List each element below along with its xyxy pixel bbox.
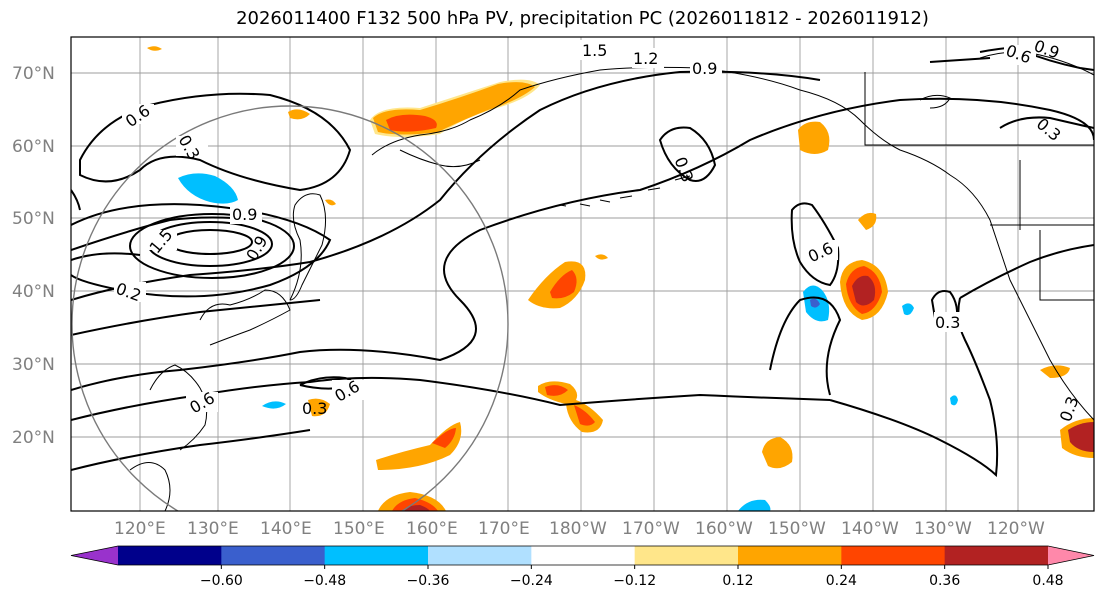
colorbar-segment (428, 546, 532, 565)
colorbar-segment (634, 546, 739, 565)
colorbar-segment (531, 546, 636, 565)
colorbar-tick-label: −0.60 (200, 573, 243, 589)
colorbar-segment (841, 546, 946, 565)
pv-label: 1.2 (633, 49, 658, 68)
lat-label: 60°N (12, 137, 55, 157)
lon-label: 180°W (549, 519, 607, 539)
lat-label: 30°N (12, 355, 55, 375)
colorbar-tick-label: −0.12 (613, 573, 656, 589)
colorbar-segment (221, 546, 326, 565)
lon-label: 160°E (406, 519, 458, 539)
lon-label: 150°E (333, 519, 385, 539)
pv-label: 1.5 (582, 41, 607, 60)
colorbar-segment (738, 546, 842, 565)
colorbar-extend-high (1048, 546, 1094, 565)
colorbar-tick-label: 0.48 (1032, 573, 1063, 589)
colorbar-extend-low (71, 546, 118, 565)
pv-label: 0.3 (302, 399, 327, 418)
range-ring (71, 105, 509, 511)
lon-label: 130°W (914, 519, 972, 539)
lat-label: 40°N (12, 282, 55, 302)
precipitation-shading (147, 46, 1094, 511)
lon-label: 120°E (114, 519, 166, 539)
lat-label: 70°N (12, 64, 55, 84)
map-border (70, 36, 1095, 512)
lat-label: 50°N (12, 209, 55, 229)
lon-label: 140°W (841, 519, 899, 539)
longitude-labels: 120°E 130°E 140°E 150°E 160°E 170°E 180°… (114, 519, 1045, 539)
latitude-labels: 70°N 60°N 50°N 40°N 30°N 20°N (12, 64, 55, 448)
colorbar-tick-label: −0.36 (407, 573, 450, 589)
colorbar: −0.60 −0.48 −0.36 −0.24 −0.12 0.12 0.24 0.36 0.4… (70, 545, 1095, 589)
map-title: 2026011400 F132 500 hPa PV, precipitatio… (236, 8, 929, 29)
colorbar-tick-label: 0.12 (722, 573, 753, 589)
pv-label: 0.3 (935, 313, 960, 332)
colorbar-tick-label: −0.48 (303, 573, 346, 589)
colorbar-segment (118, 546, 222, 565)
lon-label: 140°E (260, 519, 312, 539)
lon-label: 160°W (695, 519, 753, 539)
pv-label: 0.9 (692, 59, 717, 78)
lon-label: 150°W (768, 519, 826, 539)
pv-label: 0.9 (232, 205, 257, 224)
colorbar-outline (70, 545, 1095, 566)
colorbar-segment (944, 546, 1049, 565)
colorbar-tick-label: 0.36 (929, 573, 960, 589)
colorbar-tick-label: 0.24 (826, 573, 857, 589)
lon-label: 120°W (987, 519, 1045, 539)
lon-label: 170°W (622, 519, 680, 539)
colorbar-segment (324, 546, 429, 565)
lon-label: 170°E (478, 519, 530, 539)
lon-label: 130°E (187, 519, 239, 539)
colorbar-tick-label: −0.24 (510, 573, 553, 589)
lat-label: 20°N (12, 428, 55, 448)
